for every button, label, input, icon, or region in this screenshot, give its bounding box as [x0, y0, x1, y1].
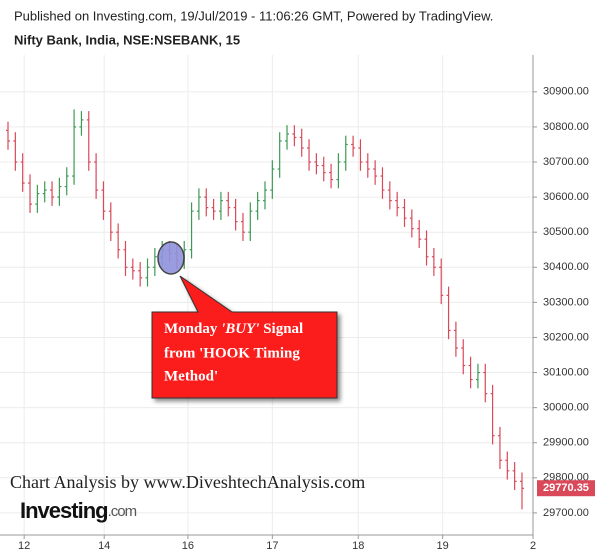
x-tick-label: 17: [266, 540, 278, 552]
header: Published on Investing.com, 19/Jul/2019 …: [14, 8, 493, 23]
callout-text: Signal: [259, 321, 303, 337]
chart-title: Nifty Bank, India, NSE:NSEBANK, 15: [14, 32, 240, 47]
y-tick-label: 30500.00: [543, 226, 589, 238]
callout-text: from 'HOOK Timing: [164, 345, 300, 361]
y-tick-label: 30700.00: [543, 156, 589, 168]
y-tick-label: 30200.00: [543, 331, 589, 343]
x-tick-label: 18: [352, 540, 364, 552]
x-tick-label: 19: [437, 540, 449, 552]
y-tick-label: 30400.00: [543, 261, 589, 273]
y-tick-label: 30600.00: [543, 191, 589, 203]
y-tick-label: 30900.00: [543, 86, 589, 98]
y-tick-label: 30000.00: [543, 402, 589, 414]
y-tick-label: 30300.00: [543, 296, 589, 308]
x-tick-label: 2: [530, 540, 536, 552]
callout-line: Monday 'BUY' Signal: [164, 321, 303, 337]
highlight-ellipse: [157, 241, 185, 275]
callout-text: Monday: [164, 321, 221, 337]
x-tick-label: 16: [182, 540, 194, 552]
logo: Investing.com: [20, 498, 137, 523]
x-tick-label: 14: [98, 540, 110, 552]
y-tick-label: 30800.00: [543, 121, 589, 133]
x-tick-label: 12: [18, 540, 30, 552]
logo-text: .com: [108, 503, 137, 520]
watermark: Chart Analysis by www.DiveshtechAnalysis…: [10, 472, 365, 492]
last-price-label: 29770.35: [543, 482, 589, 494]
y-tick-label: 29900.00: [543, 437, 589, 449]
callout-box: [151, 275, 338, 399]
callout-text: Method': [164, 368, 218, 384]
last-price-box: [537, 480, 595, 497]
callout-text: 'BUY': [221, 321, 259, 337]
bars: [6, 109, 524, 510]
y-tick-label: 30100.00: [543, 366, 589, 378]
logo-text: Investing: [20, 498, 108, 523]
y-tick-label: 29700.00: [543, 507, 589, 519]
